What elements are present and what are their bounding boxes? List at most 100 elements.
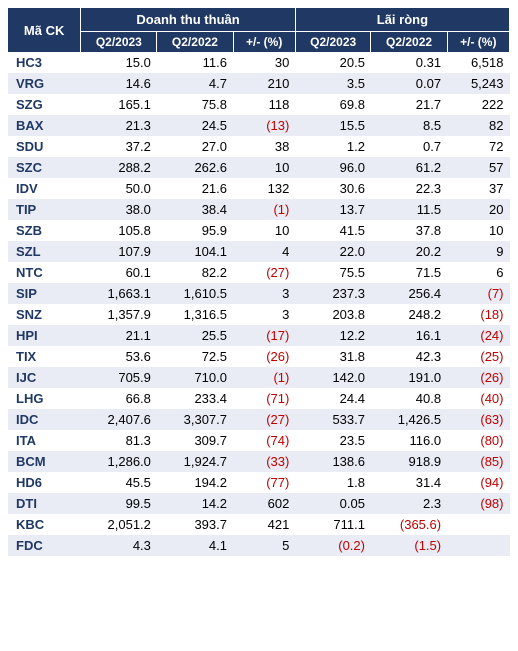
cell-rev-2023: 53.6	[81, 346, 157, 367]
cell-prof-change: (7)	[447, 283, 509, 304]
cell-prof-change: 37	[447, 178, 509, 199]
cell-prof-2023: 30.6	[295, 178, 371, 199]
cell-ticker: BAX	[8, 115, 81, 136]
cell-ticker: NTC	[8, 262, 81, 283]
cell-prof-2022: 918.9	[371, 451, 447, 472]
table-row: SNZ1,357.91,316.53203.8248.2(18)	[8, 304, 510, 325]
cell-prof-change: 6,518	[447, 52, 509, 73]
cell-rev-change: (27)	[233, 409, 295, 430]
cell-prof-2023: 22.0	[295, 241, 371, 262]
table-row: TIX53.672.5(26)31.842.3(25)	[8, 346, 510, 367]
cell-prof-2022: 0.7	[371, 136, 447, 157]
cell-prof-2023: 711.1	[295, 514, 371, 535]
cell-ticker: TIP	[8, 199, 81, 220]
table-row: FDC4.34.15(0.2)(1.5)	[8, 535, 510, 556]
cell-rev-change: 10	[233, 220, 295, 241]
cell-rev-2022: 75.8	[157, 94, 233, 115]
table-body: HC315.011.63020.50.316,518VRG14.64.72103…	[8, 52, 510, 556]
cell-prof-2022: 248.2	[371, 304, 447, 325]
cell-prof-2022: 1,426.5	[371, 409, 447, 430]
cell-rev-change: 10	[233, 157, 295, 178]
cell-rev-2022: 4.1	[157, 535, 233, 556]
cell-rev-change: (1)	[233, 367, 295, 388]
cell-rev-change: 421	[233, 514, 295, 535]
cell-prof-2023: 533.7	[295, 409, 371, 430]
cell-prof-2022: 21.7	[371, 94, 447, 115]
cell-rev-2022: 1,610.5	[157, 283, 233, 304]
cell-rev-2022: 194.2	[157, 472, 233, 493]
cell-prof-2023: 24.4	[295, 388, 371, 409]
cell-rev-2022: 82.2	[157, 262, 233, 283]
cell-prof-2022: 40.8	[371, 388, 447, 409]
cell-rev-change: 3	[233, 283, 295, 304]
cell-prof-2022: 11.5	[371, 199, 447, 220]
cell-prof-2023: 13.7	[295, 199, 371, 220]
cell-prof-change: 10	[447, 220, 509, 241]
cell-prof-2022: 16.1	[371, 325, 447, 346]
cell-ticker: SDU	[8, 136, 81, 157]
cell-prof-2022: 0.31	[371, 52, 447, 73]
cell-rev-change: 3	[233, 304, 295, 325]
cell-prof-2023: 41.5	[295, 220, 371, 241]
cell-prof-2022: 256.4	[371, 283, 447, 304]
cell-rev-2023: 99.5	[81, 493, 157, 514]
cell-rev-change: (74)	[233, 430, 295, 451]
cell-rev-change: (13)	[233, 115, 295, 136]
table-row: DTI99.514.26020.052.3(98)	[8, 493, 510, 514]
cell-rev-2022: 3,307.7	[157, 409, 233, 430]
cell-ticker: ITA	[8, 430, 81, 451]
cell-prof-2023: 96.0	[295, 157, 371, 178]
header-rev-q2-2022: Q2/2022	[157, 32, 233, 53]
cell-prof-2022: 71.5	[371, 262, 447, 283]
cell-prof-2023: 69.8	[295, 94, 371, 115]
cell-ticker: SIP	[8, 283, 81, 304]
cell-prof-change: (40)	[447, 388, 509, 409]
header-revenue-group: Doanh thu thuần	[81, 8, 296, 32]
cell-prof-2023: 20.5	[295, 52, 371, 73]
header-prof-change: +/- (%)	[447, 32, 509, 53]
cell-ticker: SZG	[8, 94, 81, 115]
cell-rev-2023: 2,051.2	[81, 514, 157, 535]
cell-ticker: IJC	[8, 367, 81, 388]
table-row: HD645.5194.2(77)1.831.4(94)	[8, 472, 510, 493]
cell-prof-2022: (1.5)	[371, 535, 447, 556]
cell-prof-change: (24)	[447, 325, 509, 346]
financial-table: Mã CK Doanh thu thuần Lãi ròng Q2/2023 Q…	[8, 8, 510, 556]
cell-rev-2022: 21.6	[157, 178, 233, 199]
cell-rev-2022: 11.6	[157, 52, 233, 73]
cell-rev-2022: 262.6	[157, 157, 233, 178]
cell-prof-2022: 20.2	[371, 241, 447, 262]
cell-rev-2022: 104.1	[157, 241, 233, 262]
cell-rev-change: 38	[233, 136, 295, 157]
cell-rev-2023: 4.3	[81, 535, 157, 556]
cell-rev-2022: 233.4	[157, 388, 233, 409]
header-rev-q2-2023: Q2/2023	[81, 32, 157, 53]
cell-rev-2022: 4.7	[157, 73, 233, 94]
table-row: SZG165.175.811869.821.7222	[8, 94, 510, 115]
cell-rev-2022: 95.9	[157, 220, 233, 241]
cell-rev-2023: 2,407.6	[81, 409, 157, 430]
table-row: LHG66.8233.4(71)24.440.8(40)	[8, 388, 510, 409]
cell-rev-2023: 1,663.1	[81, 283, 157, 304]
table-row: HC315.011.63020.50.316,518	[8, 52, 510, 73]
table-row: KBC2,051.2393.7421711.1(365.6)	[8, 514, 510, 535]
cell-prof-change: 6	[447, 262, 509, 283]
cell-prof-change	[447, 514, 509, 535]
cell-rev-2023: 60.1	[81, 262, 157, 283]
cell-rev-2023: 705.9	[81, 367, 157, 388]
table-row: BCM1,286.01,924.7(33)138.6918.9(85)	[8, 451, 510, 472]
cell-rev-2022: 14.2	[157, 493, 233, 514]
cell-rev-2023: 45.5	[81, 472, 157, 493]
table-row: SDU37.227.0381.20.772	[8, 136, 510, 157]
cell-prof-2023: 237.3	[295, 283, 371, 304]
cell-prof-2023: 142.0	[295, 367, 371, 388]
cell-prof-change: (26)	[447, 367, 509, 388]
cell-rev-change: 30	[233, 52, 295, 73]
cell-rev-2022: 25.5	[157, 325, 233, 346]
cell-rev-2023: 38.0	[81, 199, 157, 220]
cell-ticker: SZL	[8, 241, 81, 262]
cell-prof-2022: 22.3	[371, 178, 447, 199]
table-row: SZL107.9104.1422.020.29	[8, 241, 510, 262]
cell-prof-change: 57	[447, 157, 509, 178]
cell-ticker: LHG	[8, 388, 81, 409]
